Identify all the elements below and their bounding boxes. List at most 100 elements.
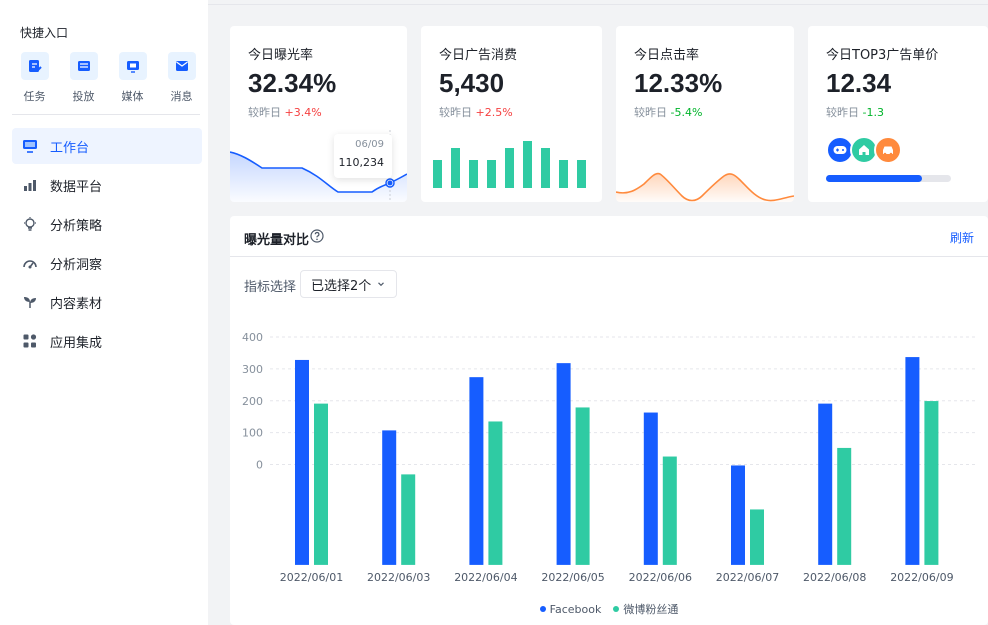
x-tick-label: 2022/06/08 bbox=[803, 571, 866, 584]
refresh-button[interactable]: 刷新 bbox=[949, 231, 974, 245]
panel-title: 曝光量对比 bbox=[244, 233, 310, 248]
bar-weibo[interactable] bbox=[488, 421, 503, 565]
sidebar-item-label: 工作台 bbox=[50, 140, 90, 156]
sidebar-item-insight[interactable]: 分析洞察 bbox=[12, 245, 202, 281]
y-tick-label: 200 bbox=[242, 395, 263, 408]
card-compare: 较昨日 +2.5% bbox=[439, 104, 513, 120]
message-icon bbox=[167, 52, 196, 80]
legend-dot bbox=[613, 606, 620, 612]
bar-weibo[interactable] bbox=[750, 509, 764, 565]
x-tick-label: 2022/06/04 bbox=[454, 571, 517, 584]
top3-progress-bar bbox=[826, 175, 951, 182]
x-tick-label: 2022/06/03 bbox=[367, 571, 430, 584]
sidebar-item-strategy[interactable]: 分析策略 bbox=[12, 206, 202, 242]
car-icon bbox=[874, 136, 902, 164]
quick-item-delivery[interactable]: 投放 bbox=[59, 52, 108, 104]
sidebar-item-label: 分析洞察 bbox=[50, 257, 103, 273]
quick-item-label: 媒体 bbox=[121, 90, 144, 103]
media-icon bbox=[118, 52, 147, 80]
card-title: 今日TOP3广告单价 bbox=[826, 48, 939, 63]
delivery-icon bbox=[69, 52, 98, 80]
tooltip-value: 110,234 bbox=[338, 156, 385, 169]
sidebar-item-label: 应用集成 bbox=[50, 335, 103, 351]
quick-item-message[interactable]: 消息 bbox=[157, 52, 206, 104]
card-value: 5,430 bbox=[439, 68, 505, 98]
sidebar-item-label: 数据平台 bbox=[50, 179, 103, 195]
exposure-compare-panel: 曝光量对比 刷新 指标选择 已选择2个 0 100 200 300 400 2022/06… bbox=[230, 216, 988, 625]
bar-facebook[interactable] bbox=[643, 412, 658, 565]
card-compare: 较昨日 -1.3 bbox=[826, 104, 884, 120]
sidebar-item-apps[interactable]: 应用集成 bbox=[12, 323, 202, 359]
change-value: +2.5% bbox=[475, 106, 513, 119]
ctr-sparkline bbox=[616, 172, 794, 202]
legend-item[interactable]: Facebook bbox=[539, 601, 601, 617]
x-tick-label: 2022/06/05 bbox=[541, 571, 604, 584]
sidebar-divider bbox=[12, 114, 200, 115]
stat-card-exposure: 今日曝光率 32.34% 较昨日 +3.4% 06/09 110,234 bbox=[230, 26, 407, 202]
gamepad-icon bbox=[826, 136, 854, 164]
card-title: 今日曝光率 bbox=[248, 48, 314, 63]
x-tick-label: 2022/06/01 bbox=[280, 571, 343, 584]
x-tick-label: 2022/06/09 bbox=[890, 571, 953, 584]
sprout-icon bbox=[22, 294, 38, 310]
help-circle-icon[interactable] bbox=[310, 229, 324, 243]
card-title: 今日点击率 bbox=[634, 48, 700, 63]
card-title: 今日广告消费 bbox=[439, 48, 518, 63]
sidebar: 快捷入口 任务 投放 媒体 消息 bbox=[0, 0, 208, 625]
bar-weibo[interactable] bbox=[575, 407, 590, 565]
bar-weibo[interactable] bbox=[837, 447, 852, 565]
card-compare: 较昨日 -5.4% bbox=[634, 104, 702, 120]
bar-facebook[interactable] bbox=[295, 359, 309, 565]
bar-weibo[interactable] bbox=[662, 456, 677, 565]
bar-facebook[interactable] bbox=[382, 430, 397, 565]
y-tick-label: 100 bbox=[242, 427, 263, 440]
change-value: -1.3 bbox=[862, 106, 884, 119]
x-tick-label: 2022/06/07 bbox=[716, 571, 779, 584]
metric-select[interactable]: 已选择2个 bbox=[300, 270, 397, 298]
metric-select-value: 已选择2个 bbox=[311, 278, 372, 294]
quick-entry-title: 快捷入口 bbox=[20, 26, 69, 40]
top3-progress-fill bbox=[826, 175, 923, 182]
quick-item-task[interactable]: 任务 bbox=[10, 52, 59, 104]
x-tick-label: 2022/06/06 bbox=[629, 571, 692, 584]
bar-facebook[interactable] bbox=[905, 357, 920, 565]
card-value: 32.34% bbox=[248, 68, 337, 98]
chart-legend: Facebook 微博粉丝通 bbox=[230, 601, 988, 617]
stat-card-ctr: 今日点击率 12.33% 较昨日 -5.4% bbox=[616, 26, 794, 202]
card-value: 12.34 bbox=[826, 68, 892, 98]
bar-chart-icon bbox=[22, 177, 38, 193]
quick-item-media[interactable]: 媒体 bbox=[108, 52, 157, 104]
bar-facebook[interactable] bbox=[556, 363, 571, 565]
compare-label: 较昨日 bbox=[634, 106, 667, 119]
card-value: 12.33% bbox=[634, 68, 723, 98]
card-compare: 较昨日 +3.4% bbox=[248, 104, 322, 120]
legend-item[interactable]: 微博粉丝通 bbox=[613, 601, 678, 617]
filter-label: 指标选择 bbox=[244, 280, 297, 295]
change-value: -5.4% bbox=[670, 106, 703, 119]
bar-weibo[interactable] bbox=[924, 401, 939, 565]
apps-icon bbox=[22, 333, 38, 349]
y-tick-label: 300 bbox=[242, 363, 263, 376]
compare-label: 较昨日 bbox=[439, 106, 472, 119]
task-edit-icon bbox=[20, 52, 49, 80]
bar-weibo[interactable] bbox=[314, 403, 328, 565]
sidebar-item-data-platform[interactable]: 数据平台 bbox=[12, 167, 202, 203]
quick-item-label: 任务 bbox=[23, 90, 46, 103]
bulb-icon bbox=[22, 216, 38, 232]
sidebar-item-workbench[interactable]: 工作台 bbox=[12, 128, 202, 164]
monitor-icon bbox=[22, 138, 38, 154]
quick-item-label: 投放 bbox=[72, 90, 95, 103]
bar-facebook[interactable] bbox=[731, 465, 745, 565]
exposure-bar-chart: 0 100 200 300 400 2022/06/01 2022/06/03 2022/06… bbox=[242, 331, 975, 584]
sidebar-item-content[interactable]: 内容素材 bbox=[12, 284, 202, 320]
tooltip-date: 06/09 bbox=[355, 139, 384, 150]
y-tick-label: 400 bbox=[242, 331, 263, 344]
bar-weibo[interactable] bbox=[401, 474, 416, 565]
ad-spend-minibars bbox=[433, 141, 586, 188]
dashboard-icon bbox=[22, 255, 38, 271]
chevron-down-icon bbox=[378, 282, 384, 287]
sidebar-item-label: 内容素材 bbox=[50, 296, 103, 312]
stat-card-top3-price: 今日TOP3广告单价 12.34 较昨日 -1.3 bbox=[808, 26, 988, 202]
bar-facebook[interactable] bbox=[818, 403, 833, 565]
bar-facebook[interactable] bbox=[469, 377, 484, 565]
